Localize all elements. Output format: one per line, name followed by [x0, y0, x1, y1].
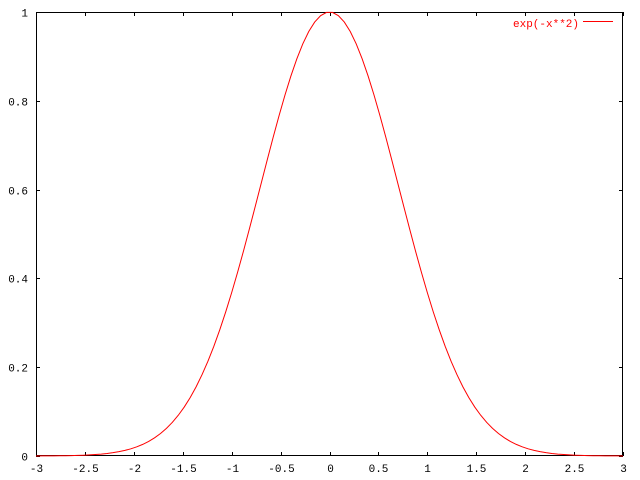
svg-text:-1: -1: [226, 464, 240, 476]
svg-text:0.5: 0.5: [369, 464, 389, 476]
svg-text:0: 0: [21, 453, 28, 465]
svg-text:0: 0: [327, 464, 334, 476]
svg-text:3: 3: [620, 464, 627, 476]
svg-text:exp(-x**2): exp(-x**2): [513, 19, 579, 31]
svg-text:-3: -3: [30, 464, 43, 476]
svg-text:2: 2: [522, 464, 529, 476]
svg-text:0.6: 0.6: [8, 187, 28, 199]
svg-text:0.4: 0.4: [8, 275, 28, 287]
svg-text:-0.5: -0.5: [268, 464, 294, 476]
svg-text:-2.5: -2.5: [72, 464, 98, 476]
svg-text:-2: -2: [128, 464, 141, 476]
svg-text:1: 1: [21, 9, 28, 21]
svg-text:1: 1: [424, 464, 431, 476]
svg-text:0.8: 0.8: [8, 98, 28, 110]
svg-text:2.5: 2.5: [565, 464, 585, 476]
svg-text:-1.5: -1.5: [170, 464, 196, 476]
svg-text:0.2: 0.2: [8, 364, 28, 376]
svg-text:1.5: 1.5: [467, 464, 487, 476]
